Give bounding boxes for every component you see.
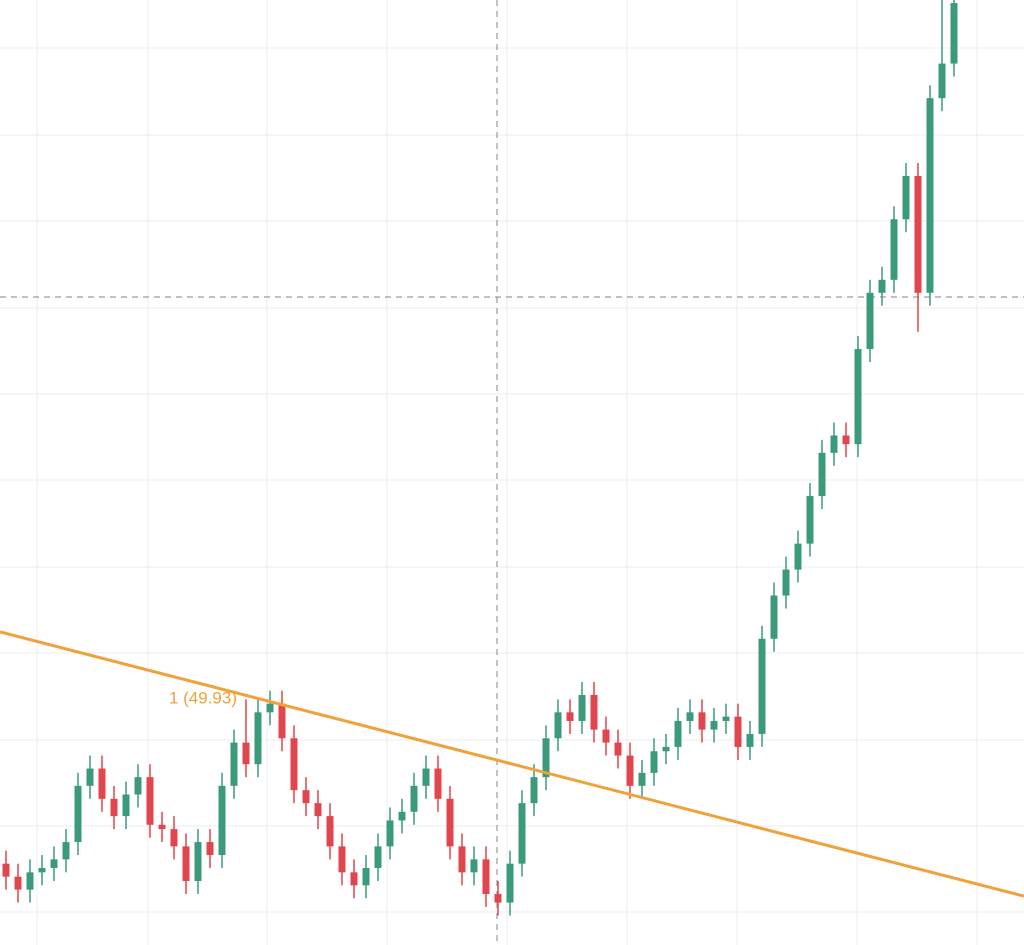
candle-body (206, 842, 214, 856)
candle-body (122, 794, 130, 817)
candle-body (578, 695, 586, 721)
candle-body (890, 219, 898, 280)
candle-body (710, 720, 718, 730)
candle-body (50, 859, 58, 869)
candle-body (182, 846, 190, 881)
candle-body (362, 868, 370, 886)
candle-body (386, 820, 394, 847)
candle-body (470, 859, 478, 873)
candle-body (350, 872, 358, 886)
candle-body (194, 842, 202, 881)
candle-body (458, 846, 466, 873)
candle-body (926, 98, 934, 293)
candle-body (650, 751, 658, 773)
candle-body (770, 595, 778, 639)
candle-body (722, 716, 730, 721)
candle-body (170, 829, 178, 847)
candle-body (818, 452, 826, 497)
candle-body (278, 703, 286, 739)
candle-body (938, 63, 946, 99)
candle-body (110, 798, 118, 817)
candle-body (638, 772, 646, 786)
candle-body (86, 768, 94, 786)
candles (2, 0, 958, 916)
candle-body (950, 3, 958, 64)
candle-body (422, 768, 430, 786)
candle-body (542, 738, 550, 778)
candle-body (842, 435, 850, 445)
candle-body (38, 868, 46, 873)
candle-body (734, 716, 742, 747)
candle-body (218, 785, 226, 856)
candle-body (698, 712, 706, 730)
trendline-label: 1 (49.93) (169, 688, 237, 707)
candle-body (26, 872, 34, 890)
candle-body (602, 729, 610, 743)
candle-body (506, 863, 514, 903)
candle-body (446, 798, 454, 847)
candle-body (626, 755, 634, 786)
candle-body (806, 496, 814, 544)
candle-body (662, 746, 670, 752)
candle-body (314, 803, 322, 817)
candle-body (494, 893, 502, 903)
candle-body (230, 742, 238, 786)
candle-body (914, 176, 922, 293)
candle-body (530, 777, 538, 804)
candle-body (14, 876, 22, 890)
candle-body (2, 863, 10, 877)
candle-body (98, 768, 106, 799)
candle-body (830, 435, 838, 453)
candle-body (326, 816, 334, 847)
candle-body (854, 349, 862, 445)
candle-body (866, 292, 874, 350)
candle-body (590, 695, 598, 730)
candle-body (614, 742, 622, 756)
candle-body (338, 846, 346, 873)
candle-body (134, 777, 142, 795)
candle-body (746, 733, 754, 747)
candle-body (554, 712, 562, 739)
candle-body (518, 803, 526, 864)
candle-body (398, 811, 406, 821)
candle-body (758, 638, 766, 734)
candle-body (434, 768, 442, 799)
candle-body (290, 738, 298, 791)
candle-body (482, 859, 490, 894)
candle-body (302, 790, 310, 804)
candle-body (146, 777, 154, 825)
candle-body (242, 742, 250, 765)
candle-body (674, 720, 682, 747)
candle-body (254, 712, 262, 765)
candle-body (878, 279, 886, 293)
candle-body (266, 703, 274, 713)
candle-body (158, 824, 166, 830)
candle-body (566, 712, 574, 721)
candle-body (62, 842, 70, 860)
candle-body (374, 846, 382, 869)
candle-body (782, 569, 790, 596)
candle-body (902, 176, 910, 220)
candle-body (410, 785, 418, 812)
candle-body (686, 712, 694, 721)
candle-body (794, 543, 802, 570)
candle-body (74, 785, 82, 843)
trendline (0, 630, 1024, 898)
